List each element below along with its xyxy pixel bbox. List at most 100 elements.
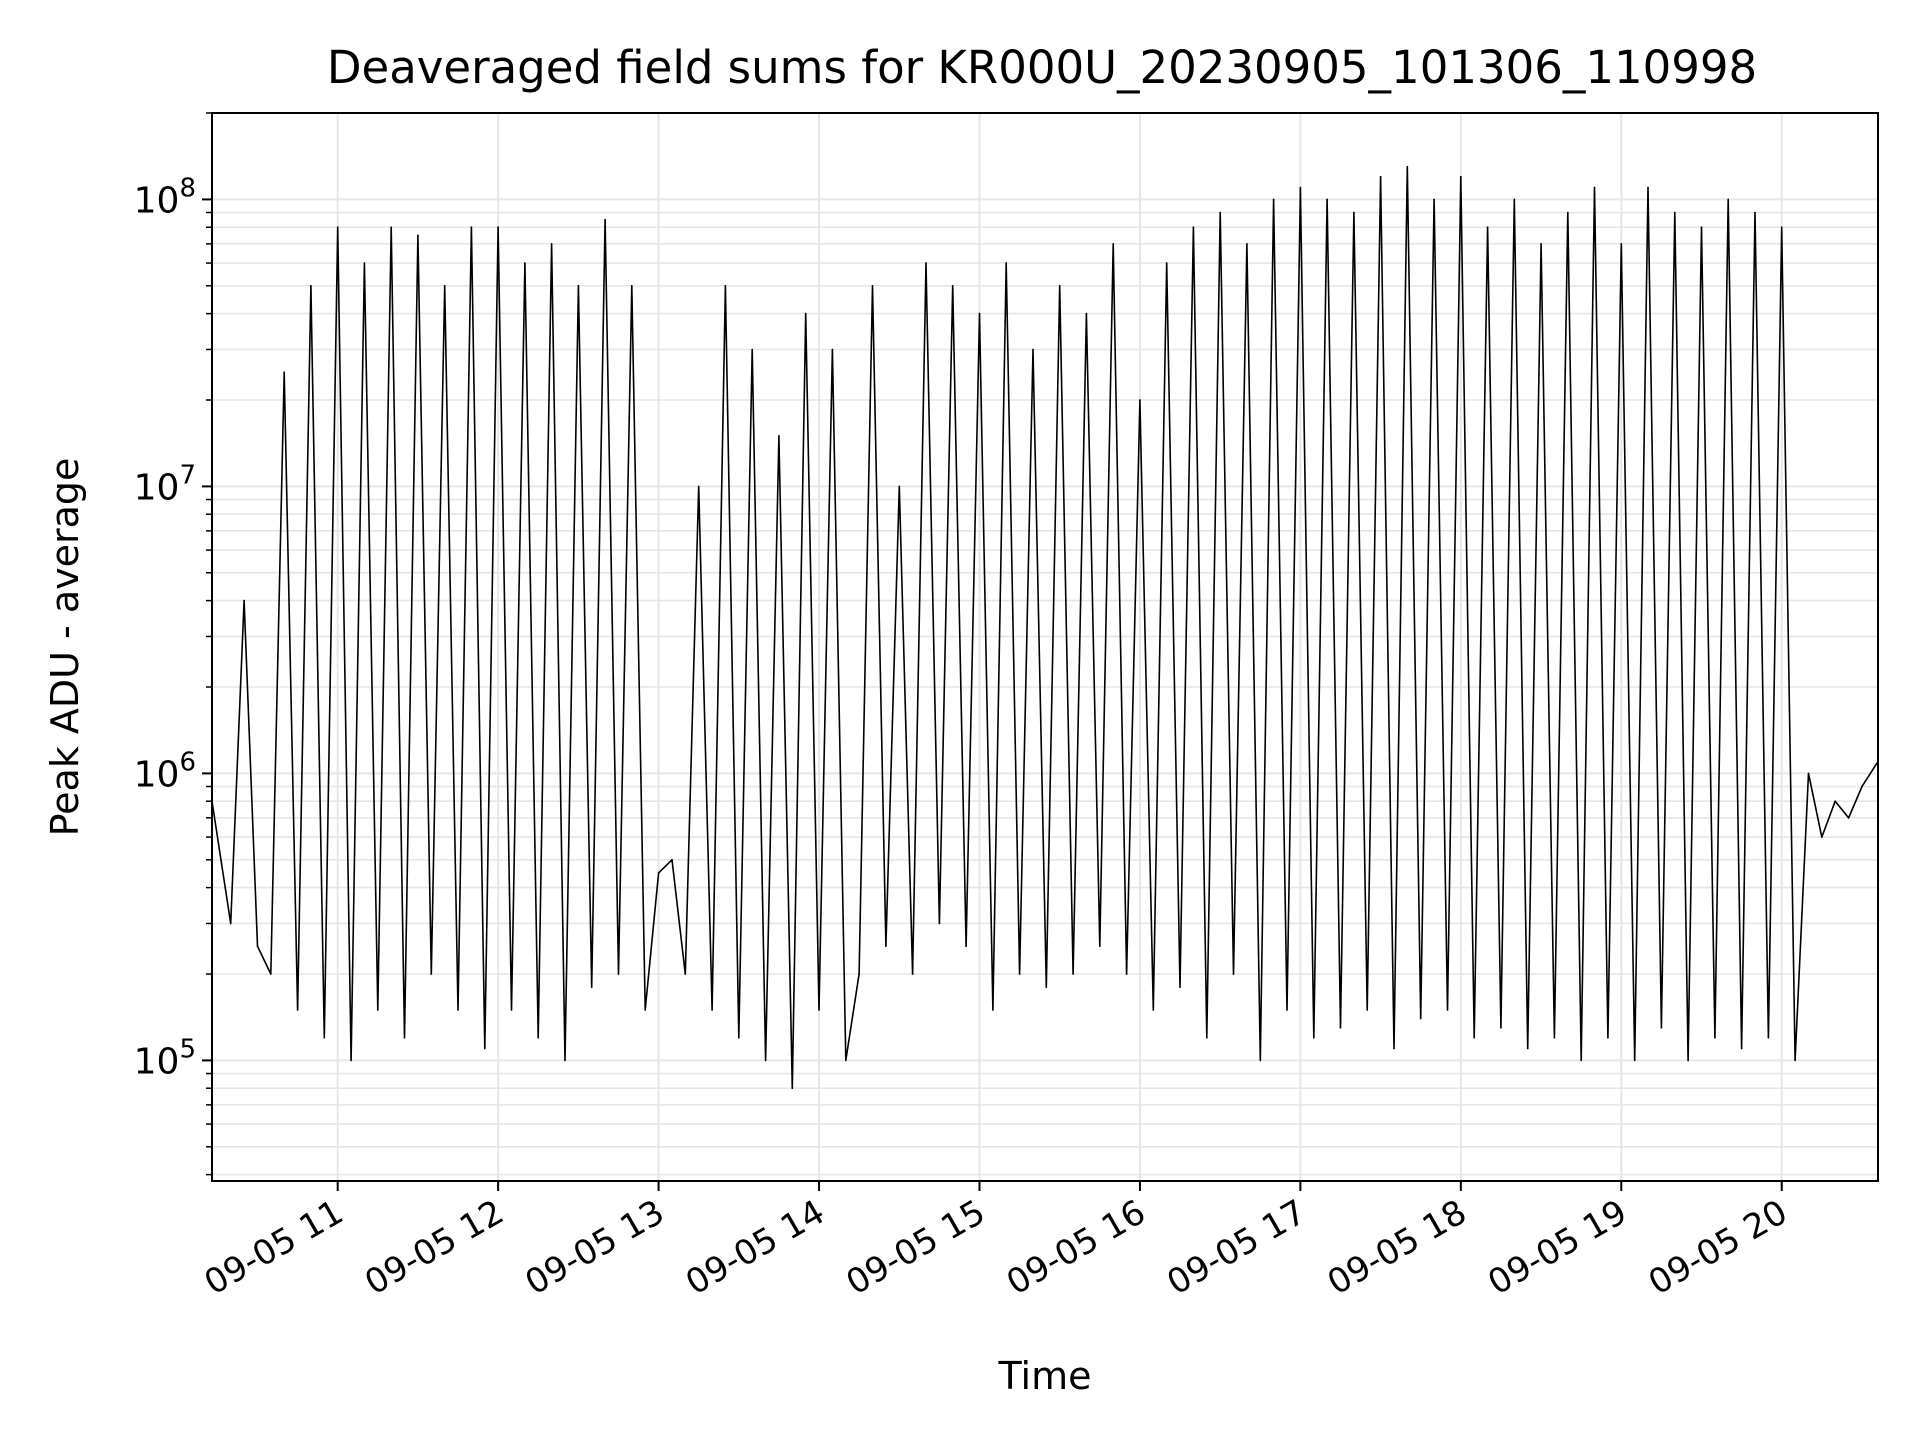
data-point (724, 285, 727, 287)
data-point (1379, 175, 1382, 178)
data-point (1179, 986, 1181, 988)
data-point (1794, 1059, 1796, 1062)
y-grid (202, 112, 1878, 1176)
data-point (1754, 211, 1756, 214)
data-point (951, 285, 954, 287)
data-point (1767, 1036, 1770, 1039)
y-tick-label: 106 (134, 747, 196, 795)
data-point (577, 285, 580, 287)
data-point (256, 945, 259, 947)
data-point (1259, 1059, 1262, 1062)
data-point (590, 986, 593, 988)
data-point (1072, 973, 1074, 975)
y-tick-exponent: 8 (179, 173, 196, 203)
data-point (550, 243, 553, 245)
data-point (1018, 973, 1021, 975)
data-point (310, 285, 312, 287)
data-point (1580, 1059, 1582, 1062)
data-point (1232, 973, 1235, 975)
data-point (898, 485, 901, 488)
y-tick-exponent: 7 (179, 460, 196, 490)
data-point (1085, 312, 1088, 315)
data-point (1313, 1036, 1315, 1039)
data-point (911, 973, 914, 975)
data-point (1526, 1047, 1529, 1050)
data-point (1674, 211, 1676, 214)
data-point (1419, 1017, 1422, 1020)
data-point (697, 485, 700, 488)
data-point (1165, 262, 1168, 264)
data-point (1272, 198, 1275, 201)
data-point (390, 226, 392, 228)
data-point (1607, 1036, 1609, 1039)
y-tick-base: 10 (134, 1041, 180, 1082)
data-point (738, 1036, 740, 1039)
plot-frame (211, 112, 1879, 1182)
data-point (631, 285, 633, 287)
data-point (1821, 836, 1823, 838)
data-point (497, 226, 499, 228)
y-tick-base: 10 (134, 467, 180, 508)
data-point (524, 262, 526, 264)
data-point (1326, 198, 1328, 201)
data-point (925, 262, 927, 264)
data-point (871, 285, 874, 287)
data-point (1500, 1026, 1502, 1029)
data-point (363, 262, 366, 264)
data-point (1286, 1009, 1288, 1011)
data-point (229, 922, 232, 925)
data-point (1486, 226, 1489, 228)
data-point (457, 1009, 459, 1011)
data-point (1112, 243, 1114, 245)
data-point (243, 599, 245, 602)
y-axis-label: Peak ADU - average (43, 458, 87, 837)
data-point (470, 226, 473, 228)
data-point (510, 1009, 513, 1011)
data-point (1192, 226, 1195, 228)
data-point (283, 371, 285, 374)
data-point (1005, 262, 1007, 264)
data-point (1339, 1026, 1342, 1029)
data-point (1633, 1059, 1636, 1062)
data-point (403, 1036, 406, 1039)
data-point (1540, 243, 1542, 245)
data-point (711, 1009, 713, 1011)
data-point (1700, 226, 1703, 228)
data-point (992, 1009, 994, 1011)
data-point (1620, 243, 1623, 245)
data-point (1460, 175, 1462, 178)
data-point (1740, 1047, 1743, 1050)
data-point (965, 945, 967, 947)
data-point (1727, 198, 1729, 201)
y-tick-base: 10 (134, 180, 180, 221)
data-point (1834, 800, 1836, 802)
data-point (1246, 243, 1248, 245)
y-tick-label: 108 (134, 173, 196, 221)
data-point (1045, 986, 1048, 988)
data-point (858, 973, 860, 975)
y-tick-exponent: 5 (179, 1034, 196, 1064)
data-point (1125, 973, 1128, 975)
data-point (831, 348, 834, 351)
data-point (1647, 186, 1649, 189)
y-tick-exponent: 6 (179, 747, 196, 777)
data-point (564, 1059, 566, 1062)
data-point (1780, 226, 1783, 228)
data-point (751, 348, 753, 351)
data-point (1473, 1036, 1475, 1039)
x-axis-label: Time (998, 1354, 1092, 1398)
data-point (484, 1047, 486, 1050)
data-point (1433, 198, 1435, 201)
data-point (1714, 1036, 1716, 1039)
data-point (1593, 186, 1596, 189)
data-point (336, 226, 339, 228)
data-point (845, 1059, 847, 1062)
data-point (1032, 348, 1034, 351)
data-point (804, 312, 807, 315)
y-tick-label: 105 (134, 1034, 196, 1082)
data-point (1660, 1026, 1663, 1029)
data-point (537, 1036, 539, 1039)
data-point (1553, 1036, 1556, 1039)
data-point (1058, 285, 1061, 287)
